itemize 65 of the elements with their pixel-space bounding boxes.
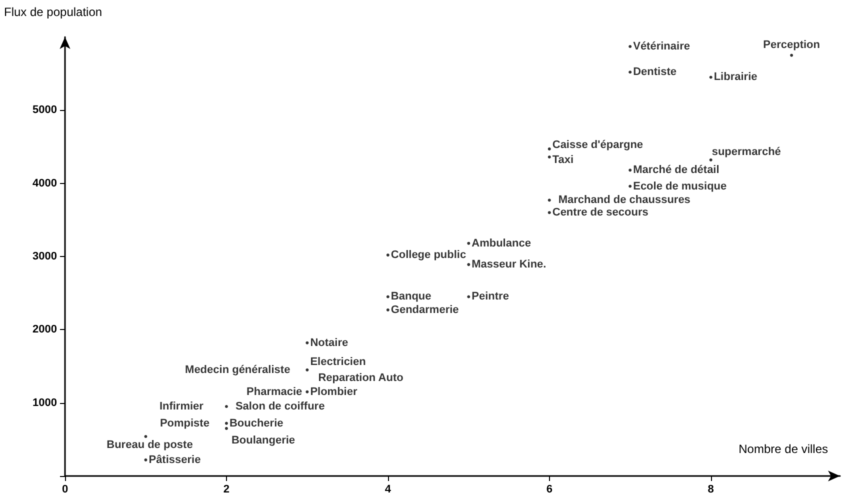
point [306, 368, 309, 372]
point [628, 184, 632, 188]
y-tick-label: 3000 [32, 250, 57, 262]
point [548, 155, 551, 158]
point [467, 242, 470, 245]
point [386, 308, 390, 312]
point [224, 404, 228, 408]
point [790, 54, 794, 57]
point [386, 254, 390, 257]
annotation: Reparation Auto [318, 372, 404, 384]
annotation: Ecole de musique [633, 180, 727, 192]
point [144, 458, 148, 462]
point [306, 341, 309, 344]
annotation: Pompiste [160, 417, 210, 430]
x-axis-title: Nombre de villes [738, 442, 828, 456]
annotation: Dentiste [633, 66, 677, 78]
annotation: Masseur Kine. [472, 258, 546, 271]
annotation: Peintre [472, 290, 509, 303]
annotation: Banque [390, 290, 432, 303]
y-tick-label: 1000 [32, 396, 57, 409]
annotation: Pâtisserie [148, 454, 201, 466]
annotation: Infirmier [159, 400, 204, 412]
annotation: Perception [763, 38, 820, 51]
point [224, 422, 228, 425]
annotation: Caisse d'épargne [552, 138, 644, 151]
annotation: supermarché [712, 146, 781, 158]
annotation: Medecin généraliste [185, 364, 290, 376]
annotation: Librairie [714, 71, 758, 84]
annotation: Taxi [552, 154, 574, 166]
point [306, 390, 309, 394]
x-tick-label: 8 [708, 484, 714, 495]
point [548, 198, 551, 202]
annotation: Ambulance [472, 237, 531, 250]
annotation: Notaire [310, 336, 348, 349]
annotation: Marché de détail [633, 164, 720, 176]
x-tick-label: 0 [62, 484, 68, 495]
annotation: Salon de coiffure [235, 400, 325, 412]
point [548, 211, 551, 214]
x-tick-label: 4 [384, 484, 392, 495]
annotation: College public [390, 249, 466, 262]
y-axis-title: Flux de population [4, 5, 102, 19]
point [628, 70, 632, 74]
annotation: Centre de secours [552, 206, 648, 219]
point [548, 147, 551, 150]
annotation: Plombier [310, 386, 358, 398]
x-tick-label: 6 [546, 484, 552, 495]
y-tick-label: 5000 [32, 104, 57, 116]
annotation: Boulangerie [231, 434, 296, 446]
point [467, 263, 470, 266]
annotation: Gendarmerie [390, 304, 459, 316]
annotation: Vétérinaire [633, 40, 690, 53]
y-tick-label: 4000 [32, 177, 57, 190]
annotation: Marchand de chaussures [558, 194, 690, 206]
y-tick-label: 2000 [32, 324, 57, 336]
annotation: Bureau de poste [106, 438, 193, 451]
point [224, 426, 228, 430]
point [144, 434, 148, 438]
point [386, 295, 390, 298]
point [628, 168, 632, 172]
annotation: Boucherie [229, 417, 284, 430]
annotation: Pharmacie [246, 386, 302, 398]
x-tick-label: 2 [223, 484, 230, 495]
point [709, 158, 712, 162]
point [628, 45, 632, 48]
annotation: Electricien [310, 356, 366, 368]
